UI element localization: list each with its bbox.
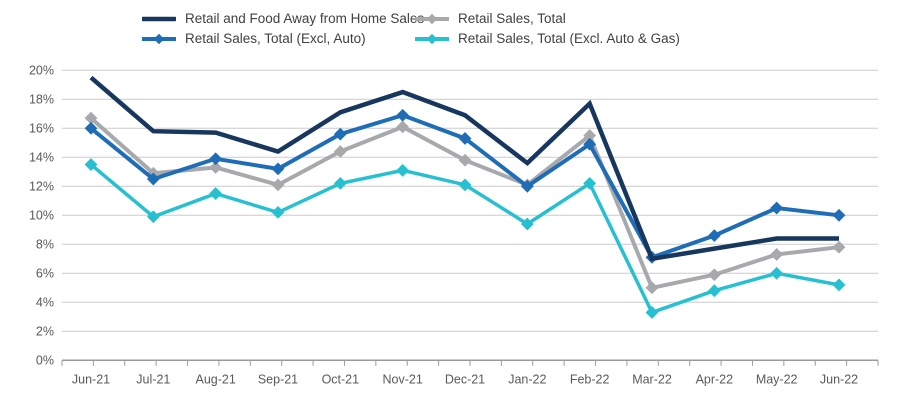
series-marker-diamond [458, 178, 472, 192]
y-axis-tick-label: 0% [36, 354, 54, 368]
y-axis-tick-label: 14% [29, 151, 54, 165]
series-marker-diamond [832, 208, 846, 222]
legend-label: Retail and Food Away from Home Sales [185, 11, 425, 26]
series-marker-diamond [458, 153, 472, 167]
y-axis-tick-label: 4% [36, 296, 54, 310]
series-marker-diamond [583, 129, 597, 142]
series-marker-diamond [146, 210, 160, 224]
legend-swatch [142, 16, 176, 22]
x-axis-label: Jun-21 [72, 372, 110, 386]
series-marker-diamond [583, 177, 597, 190]
series-marker-diamond [333, 145, 347, 158]
legend-item: Retail Sales, Total (Excl, Auto) [142, 32, 366, 46]
legend-label: Retail Sales, Total (Excl. Auto & Gas) [458, 31, 680, 46]
series-marker-diamond [209, 152, 223, 166]
x-axis-label: Nov-21 [383, 372, 423, 386]
x-axis-label: Mar-22 [632, 372, 672, 386]
series-marker-diamond [520, 217, 534, 231]
y-axis-tick-label: 6% [36, 267, 54, 281]
series-marker-diamond [707, 284, 721, 298]
series-marker-diamond [645, 281, 659, 295]
series-marker-diamond [333, 177, 347, 190]
series-marker-diamond [84, 158, 98, 171]
x-axis-label: Jun-22 [820, 372, 858, 386]
series-marker-diamond [832, 278, 846, 292]
series-marker-diamond [770, 248, 784, 261]
chart-legend: Retail and Food Away from Home Sales Reta… [0, 0, 900, 55]
legend-marker-diamond [426, 33, 438, 45]
series-marker-diamond [396, 163, 410, 177]
series-line-1 [89, 75, 839, 262]
series-marker-diamond [770, 201, 784, 215]
legend-item: Retail Sales, Total (Excl. Auto & Gas) [415, 32, 680, 46]
series-marker-diamond [396, 120, 410, 134]
y-axis-tick-label: 16% [29, 122, 54, 136]
series-marker-diamond [271, 206, 285, 219]
legend-label: Retail Sales, Total (Excl, Auto) [185, 31, 366, 46]
x-axis-label: Apr-22 [696, 372, 734, 386]
y-axis-tick-label: 8% [36, 238, 54, 252]
series-marker-diamond [271, 178, 285, 192]
series-marker-diamond [146, 172, 160, 186]
y-axis-tick-label: 18% [29, 93, 54, 107]
legend-label: Retail Sales, Total [458, 11, 566, 26]
legend-swatch [142, 33, 176, 45]
legend-marker-diamond [426, 13, 438, 25]
y-axis-tick-label: 12% [29, 180, 54, 194]
series-marker-diamond [583, 137, 597, 151]
series-marker-diamond [707, 268, 721, 282]
legend-swatch [415, 13, 449, 25]
series-marker-diamond [645, 306, 659, 319]
x-axis-label: Feb-22 [570, 372, 610, 386]
series-marker-diamond [84, 121, 98, 135]
x-axis-label: Oct-21 [322, 372, 360, 386]
series-marker-diamond [84, 111, 98, 125]
series-marker-diamond [520, 179, 534, 193]
series-marker-diamond [458, 132, 472, 145]
x-axis-label: May-22 [756, 372, 798, 386]
x-axis-label: Sep-21 [258, 372, 298, 386]
y-axis-tick-label: 2% [36, 325, 54, 339]
series-marker-diamond [271, 162, 285, 176]
legend-item: Retail and Food Away from Home Sales [142, 12, 424, 26]
x-axis-label: Jan-22 [508, 372, 546, 386]
y-axis-tick-label: 20% [29, 64, 54, 78]
x-axis-label: Aug-21 [196, 372, 236, 386]
series-marker-diamond [209, 187, 223, 200]
x-axis-label: Dec-21 [445, 372, 485, 386]
legend-swatch [415, 33, 449, 45]
legend-item: Retail Sales, Total [415, 12, 566, 26]
x-axis-label: Jul-21 [136, 372, 170, 386]
series-marker-diamond [832, 240, 846, 254]
series-marker-diamond [209, 161, 223, 174]
series-marker-diamond [770, 266, 784, 280]
series-marker-diamond [396, 108, 410, 122]
y-axis-tick-label: 10% [29, 209, 54, 223]
series-marker-diamond [333, 127, 347, 141]
series-marker-diamond [707, 229, 721, 242]
